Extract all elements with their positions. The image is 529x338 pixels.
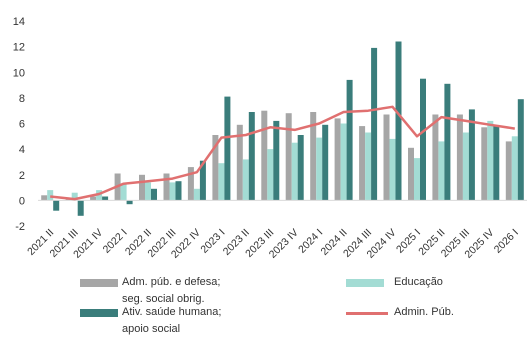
- bar-2-16: [444, 83, 451, 201]
- bar-2-3: [126, 200, 133, 205]
- bar-1-16: [438, 141, 445, 201]
- y-tick-label: 2: [19, 170, 25, 182]
- legend-swatch-edu: [346, 279, 384, 287]
- bar-1-4: [145, 182, 151, 201]
- bar-2-15: [420, 78, 426, 201]
- bar-0-2: [90, 196, 97, 201]
- bar-2-9: [273, 120, 280, 201]
- bar-0-9: [261, 110, 268, 201]
- bar-1-19: [511, 136, 518, 201]
- legend-label-saude-1: Ativ. saúde humana;: [122, 306, 222, 318]
- line-layer: [50, 105, 515, 201]
- y-axis-ticks: -2 0 2 4 6 8 10 12 14: [13, 16, 25, 233]
- legend-label-adm-1: Adm. púb. e defesa;: [122, 276, 221, 288]
- legend-item-adm: Adm. púb. e defesa; seg. social obrig.: [80, 274, 220, 308]
- bar-1-14: [389, 138, 396, 201]
- bar-1-9: [267, 149, 274, 201]
- bar-0-10: [285, 113, 292, 201]
- bar-0-14: [383, 114, 390, 201]
- bar-0-13: [359, 126, 366, 201]
- bar-2-12: [346, 79, 353, 201]
- bar-0-11: [310, 112, 317, 201]
- y-tick-label: 14: [13, 16, 25, 28]
- bar-1-6: [193, 188, 200, 201]
- bar-0-6: [187, 167, 194, 201]
- legend-item-saude: Ativ. saúde humana; apoio social: [80, 304, 221, 338]
- bar-0-17: [456, 114, 463, 201]
- legend-label-edu: Educação: [394, 276, 443, 288]
- legend-swatch-saude: [80, 309, 118, 317]
- y-tick-label: 4: [19, 144, 25, 156]
- bar-1-7: [218, 163, 225, 201]
- bar-2-11: [322, 124, 329, 201]
- bar-2-10: [297, 135, 304, 201]
- bar-2-18: [493, 126, 500, 201]
- legend-item-edu: Educação: [346, 274, 443, 291]
- bar-2-7: [224, 96, 231, 201]
- bar-2-13: [371, 47, 378, 201]
- bar-1-11: [316, 137, 323, 201]
- bar-2-8: [248, 112, 255, 201]
- bar-2-4: [151, 188, 157, 201]
- bar-0-12: [334, 118, 341, 201]
- bar-2-17: [468, 109, 475, 201]
- bars-layer: [41, 41, 524, 216]
- bar-1-18: [487, 120, 494, 201]
- bar-0-8: [236, 124, 243, 201]
- bar-1-12: [340, 123, 347, 201]
- legend-swatch-adm: [80, 279, 118, 287]
- bar-0-15: [408, 147, 414, 201]
- legend-label-saude-2: apoio social: [122, 323, 181, 335]
- bar-0-5: [163, 173, 170, 201]
- bar-1-5: [169, 182, 176, 201]
- bar-0-19: [505, 141, 512, 201]
- bar-0-4: [139, 174, 145, 201]
- legend-swatch-admin: [346, 312, 388, 315]
- bar-1-15: [414, 158, 420, 201]
- bar-2-5: [175, 181, 182, 201]
- y-tick-label: 8: [19, 93, 25, 105]
- series-line-0: [50, 105, 515, 201]
- bar-1-0: [47, 190, 54, 201]
- bar-2-14: [395, 41, 402, 201]
- y-tick-label: -2: [15, 221, 25, 233]
- y-tick-label: 12: [13, 42, 25, 54]
- bar-0-18: [481, 127, 488, 201]
- bar-2-6: [199, 160, 206, 201]
- bar-2-19: [517, 99, 524, 201]
- bar-0-16: [432, 114, 439, 201]
- y-tick-label: 0: [19, 195, 25, 207]
- legend-label-admin: Admin. Púb.: [394, 306, 454, 318]
- bar-1-10: [291, 142, 298, 201]
- bar-1-13: [365, 132, 372, 201]
- bar-2-2: [102, 196, 109, 201]
- bar-1-3: [120, 183, 127, 201]
- bar-2-0: [53, 200, 60, 211]
- bar-0-0: [41, 195, 48, 201]
- y-tick-label: 10: [13, 67, 25, 79]
- bar-2-1: [77, 200, 84, 216]
- bar-1-1: [71, 192, 78, 201]
- x-tick-label: 2026 I: [492, 227, 521, 256]
- legend-item-admin: Admin. Púb.: [346, 304, 454, 321]
- bar-0-1: [65, 199, 72, 201]
- bar-1-8: [242, 159, 249, 201]
- bar-0-7: [212, 135, 219, 201]
- y-tick-label: 6: [19, 119, 25, 131]
- legend-label-adm-2: seg. social obrig.: [122, 293, 205, 305]
- bar-1-17: [462, 132, 469, 201]
